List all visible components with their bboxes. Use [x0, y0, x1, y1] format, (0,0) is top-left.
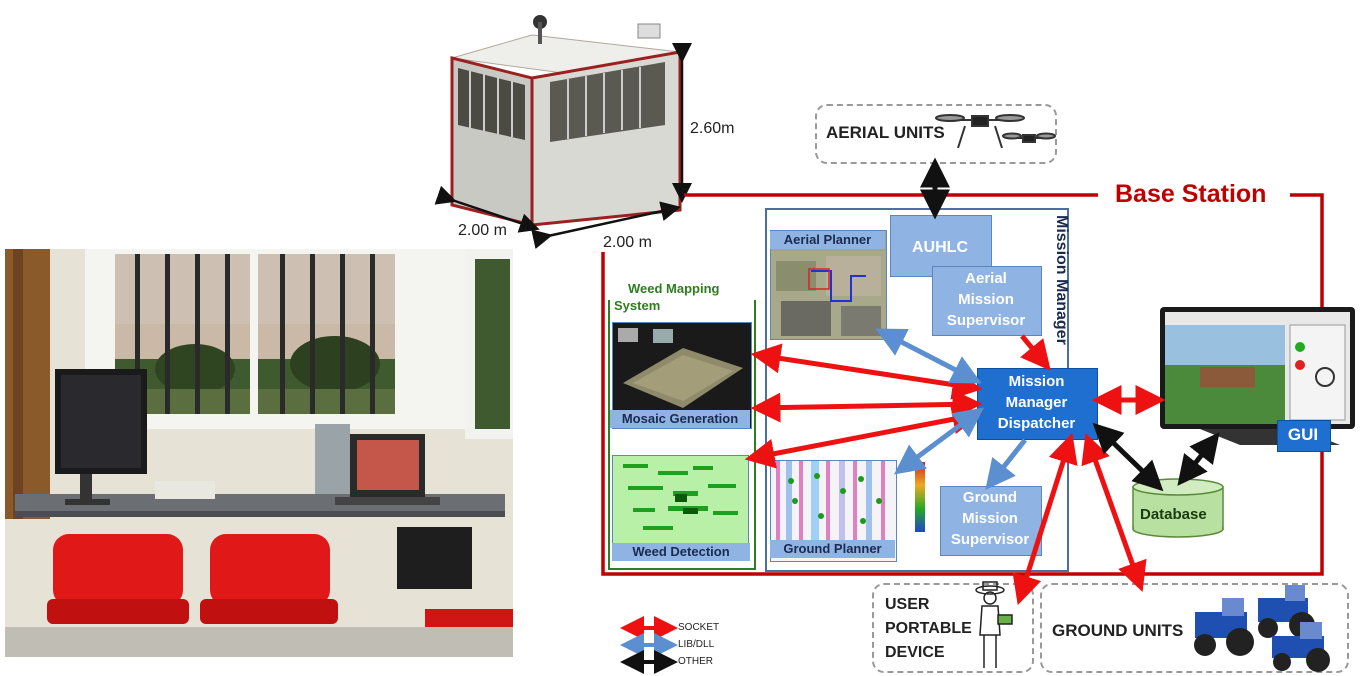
weed-mapping-line-1: Weed Mapping: [628, 281, 720, 296]
dispatcher-line-3: Dispatcher: [997, 415, 1076, 432]
dispatcher-line-1: Mission: [1008, 373, 1065, 390]
mosaic-label: Mosaic Generation: [610, 410, 750, 428]
aerial-supervisor-line-2: Mission: [958, 291, 1014, 308]
aerial-supervisor-line-1: Aerial: [965, 270, 1007, 287]
legend-lib-dll: LIB/DLL: [678, 639, 715, 650]
ground-supervisor-line-3: Supervisor: [950, 531, 1030, 548]
width-dimension: 2.00 m: [458, 222, 507, 239]
base-station-cabin: [440, 10, 685, 230]
gui-box: [1277, 420, 1331, 452]
ground-supervisor-line-1: Ground: [962, 489, 1018, 506]
cabin-drawing: [450, 15, 682, 227]
ground-planner-label: Ground Planner: [770, 540, 895, 558]
mission-manager-label: Mission Manager: [1050, 215, 1070, 385]
mosaic-image: [618, 328, 743, 408]
database-label: Database: [1140, 506, 1207, 523]
user-device-line-2: PORTABLE: [885, 620, 972, 637]
gui-label: GUI: [1287, 425, 1319, 444]
base-station-label: Base Station: [1115, 180, 1267, 208]
aerial-planner-label: Aerial Planner: [770, 231, 885, 249]
ground-supervisor-line-2: Mission: [962, 510, 1018, 527]
ground-planner-colorbar: [915, 462, 925, 532]
ground-planner-chart: [776, 461, 885, 541]
aerial-supervisor-line-3: Supervisor: [946, 312, 1026, 329]
weed-detection-image: [623, 464, 738, 530]
height-dimension: 2.60m: [690, 120, 735, 137]
user-device-line-1: USER: [885, 596, 930, 613]
gui-screen: [1165, 312, 1350, 424]
ground-units-label: GROUND UNITS: [1052, 621, 1184, 640]
weed-mapping-line-2: System: [614, 298, 661, 313]
user-device-box: [872, 583, 1034, 673]
depth-dimension: 2.00 m: [603, 234, 652, 251]
gui-monitor: [1160, 307, 1355, 429]
workstation-photo: [5, 249, 513, 657]
aerial-supervisor-box: [932, 266, 1042, 336]
mission-manager-label-text: Mission Manager: [1053, 215, 1070, 345]
aerial-planner-map: [771, 251, 886, 339]
legend-other: OTHER: [678, 656, 713, 667]
user-device-line-3: DEVICE: [885, 644, 945, 661]
weed-detection-label: Weed Detection: [612, 543, 750, 561]
workstation-photo-drawing: [5, 249, 513, 657]
dispatcher-line-2: Manager: [1005, 394, 1068, 411]
weed-detection-panel: [612, 455, 749, 549]
legend-socket: SOCKET: [678, 622, 720, 633]
auhlc-label: AUHLC: [912, 239, 968, 256]
aerial-units-label: AERIAL UNITS: [826, 123, 945, 142]
